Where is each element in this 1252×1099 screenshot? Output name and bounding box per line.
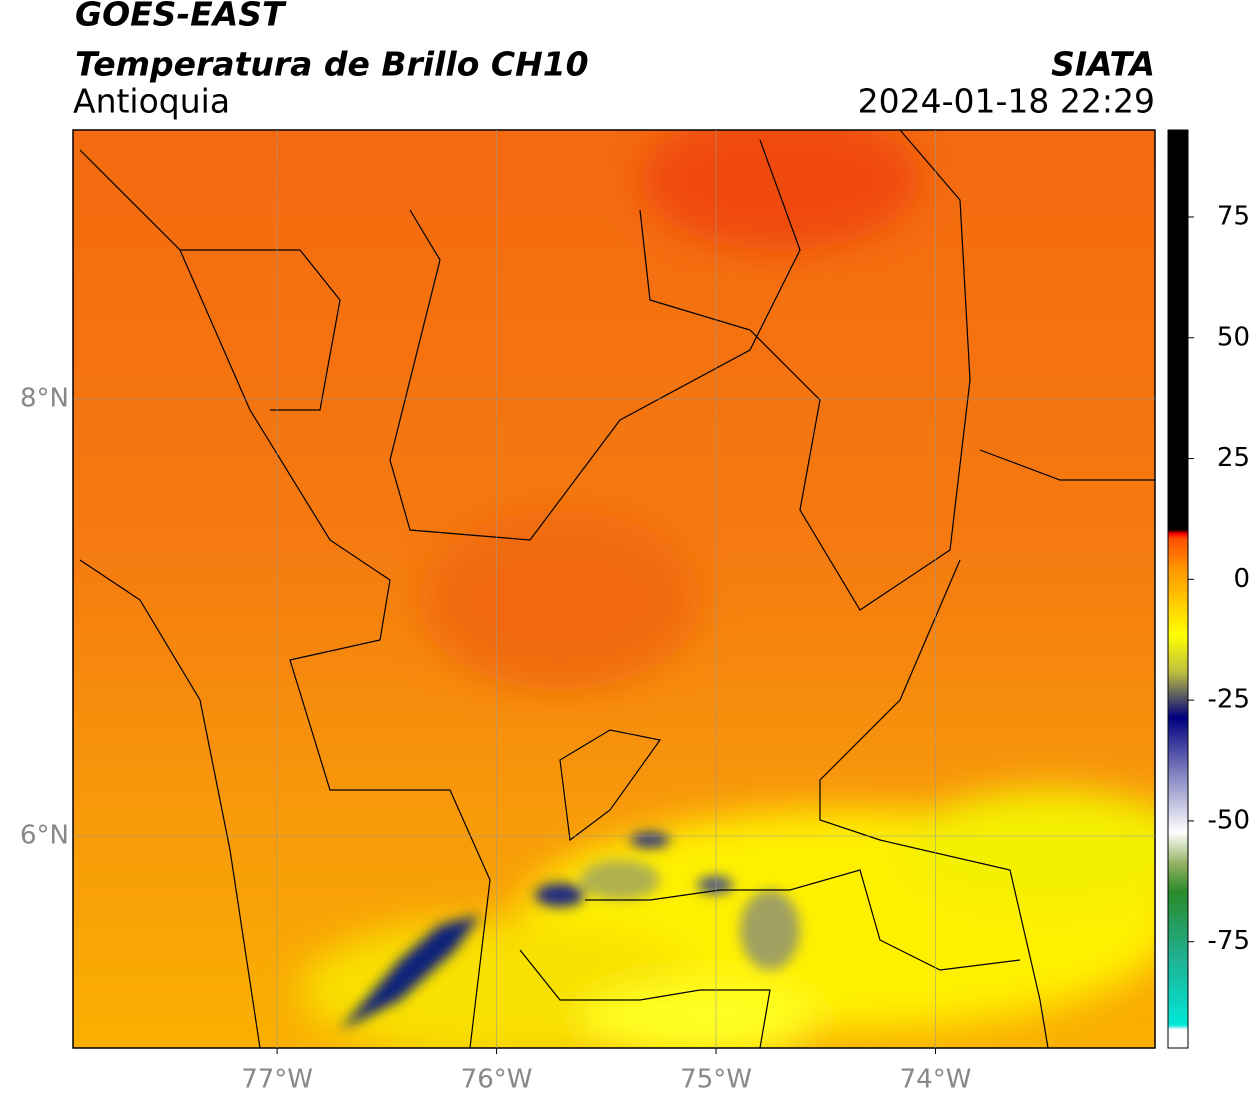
satellite: GOES-EAST bbox=[75, 0, 287, 34]
map-frame bbox=[72, 129, 1156, 1049]
product: Temperatura de Brillo CH10 bbox=[75, 45, 589, 84]
region: Antioquia bbox=[73, 82, 230, 121]
colorbar-tick-label: 25 bbox=[1217, 443, 1250, 473]
map-image bbox=[73, 130, 1155, 1048]
y-tick-label: 6°N bbox=[20, 820, 69, 850]
colorbar-tick-label: -75 bbox=[1208, 926, 1250, 956]
x-tick-label: 75°W bbox=[680, 1065, 752, 1095]
y-tick-label: 8°N bbox=[20, 383, 69, 413]
colorbar-tick-label: 0 bbox=[1233, 564, 1250, 594]
colorbar bbox=[1167, 129, 1189, 1049]
timestamp: 2024-01-18 22:29 bbox=[858, 82, 1155, 121]
colorbar-tick-label: -25 bbox=[1208, 685, 1250, 715]
source: SIATA bbox=[1051, 45, 1155, 84]
colorbar-tick-label: 50 bbox=[1217, 322, 1250, 352]
x-tick-label: 74°W bbox=[900, 1065, 972, 1095]
x-tick-label: 77°W bbox=[241, 1065, 313, 1095]
colorbar-tick-label: -50 bbox=[1208, 805, 1250, 835]
x-tick-label: 76°W bbox=[461, 1065, 533, 1095]
colorbar-tick-label: 75 bbox=[1217, 201, 1250, 231]
